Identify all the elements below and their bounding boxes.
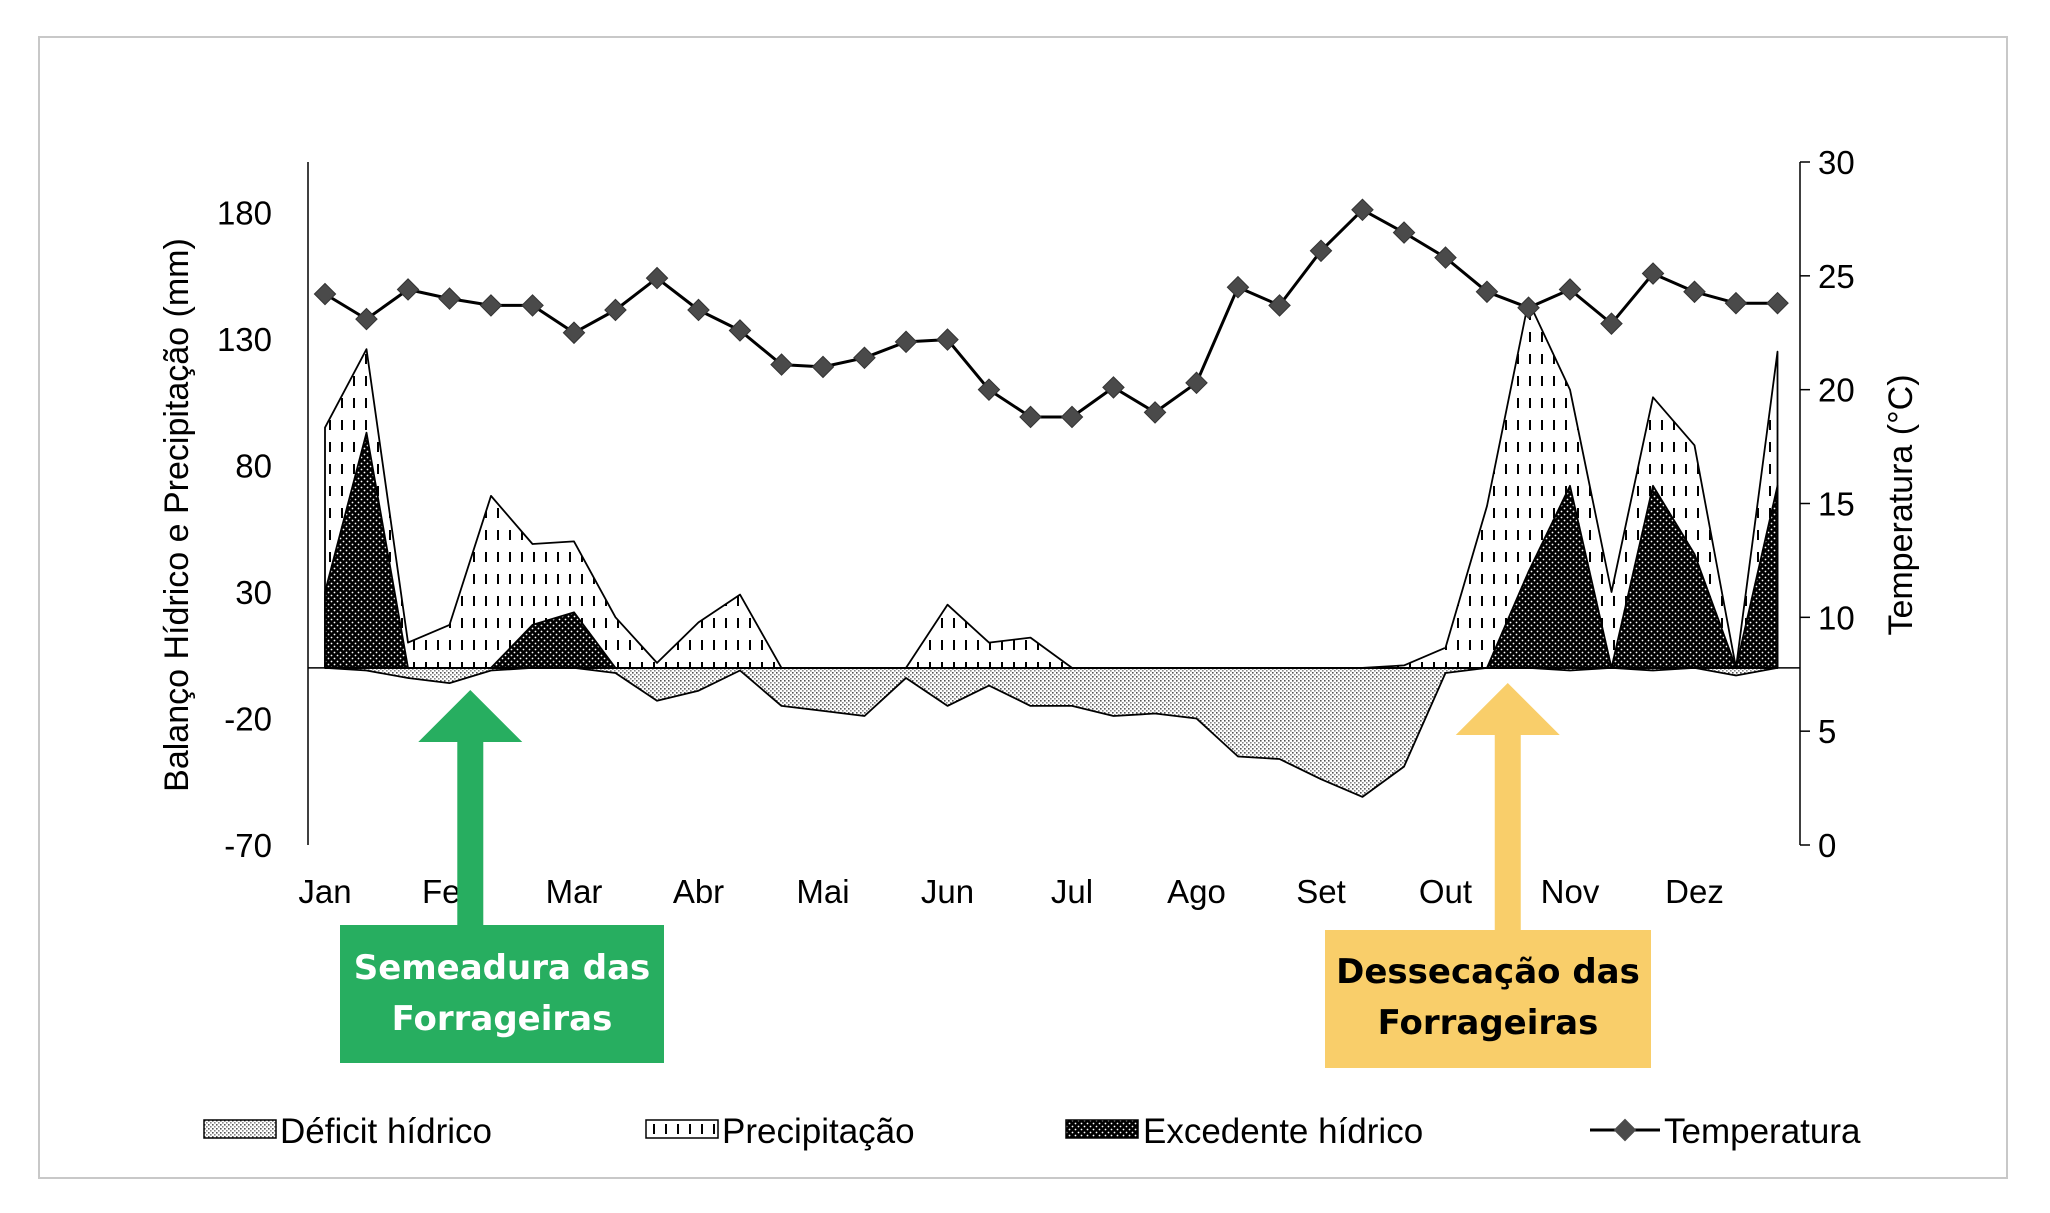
legend-marker-temperatura [1613, 1118, 1637, 1142]
right-tick-label: 25 [1818, 258, 1855, 295]
right-tick-labels: 30 25 20 15 10 5 0 [1818, 144, 1855, 864]
x-tick-label: Jul [1051, 873, 1093, 910]
temperature-marker [1683, 280, 1706, 304]
temperature-marker [1226, 275, 1250, 299]
dessecacao-arrow [1455, 683, 1560, 930]
x-tick-label: Abr [673, 873, 724, 910]
legend-label-excedente: Excedente hídrico [1143, 1112, 1423, 1151]
deficit-area [324, 667, 1779, 798]
temperature-marker [936, 328, 959, 351]
left-tick-label: 180 [217, 195, 272, 232]
semeadura-box [340, 925, 664, 1063]
temperature-marker [1434, 246, 1457, 269]
left-tick-label: -70 [224, 827, 272, 864]
temperature-marker [1558, 278, 1582, 301]
semeadura-annotation: Semeadura das Forrageiras [340, 690, 664, 1063]
dessecacao-label-line2: Forrageiras [1378, 1003, 1599, 1043]
right-tick-label: 20 [1818, 372, 1855, 409]
chart-frame [38, 36, 2008, 1179]
x-tick-label: Mai [796, 873, 849, 910]
temperature-marker [1268, 294, 1291, 317]
temperature-marker [1641, 262, 1665, 285]
right-tick-label: 0 [1818, 827, 1836, 864]
dessecacao-annotation: Dessecação das Forrageiras [1325, 683, 1651, 1068]
left-tick-label: 80 [235, 448, 272, 485]
right-tick-label: 5 [1818, 713, 1836, 750]
temperature-marker [1724, 291, 1748, 315]
left-tick-label: 30 [235, 574, 272, 611]
x-tick-label: Jan [298, 873, 351, 910]
temperature-marker [1351, 198, 1374, 222]
x-tick-label: Nov [1541, 873, 1600, 910]
x-tick-label: Set [1296, 873, 1346, 910]
temperature-marker [1475, 280, 1499, 304]
temperature-marker [977, 378, 1001, 401]
right-tick-label: 10 [1818, 599, 1855, 636]
temperature-marker [479, 294, 503, 317]
right-tick-label: 30 [1818, 144, 1855, 181]
x-tick-label: Dez [1665, 873, 1724, 910]
x-tick-label: Jun [921, 873, 974, 910]
temperature-marker [1102, 376, 1125, 399]
temperature-marker [313, 282, 337, 306]
right-axis-title: Temperatura (°C) [1882, 374, 1920, 635]
temperature-marker [1143, 401, 1167, 424]
temperature-marker [645, 266, 669, 290]
temperature-marker [1766, 291, 1789, 315]
temperature-marker [396, 278, 420, 301]
semeadura-label-line1: Semeadura das [354, 948, 651, 988]
area-series [324, 300, 1779, 798]
temperature-marker [894, 330, 918, 354]
semeadura-arrow [418, 690, 523, 925]
right-tick-label: 15 [1818, 486, 1855, 523]
legend: Déficit hídrico Precipitação Excedente h… [203, 1112, 1861, 1151]
temperature-marker [1019, 405, 1042, 429]
axes [307, 161, 1810, 846]
legend-label-deficit: Déficit hídrico [280, 1112, 492, 1151]
temperature-marker [687, 298, 710, 322]
dessecacao-label-line1: Dessecação das [1336, 952, 1640, 992]
temperature-marker [853, 346, 876, 370]
legend-swatch-excedente [1065, 1119, 1139, 1139]
temperature-marker [1185, 371, 1208, 395]
left-axis-title: Balanço Hídrico e Precipitação (mm) [158, 238, 196, 792]
temperature-series [313, 198, 1789, 429]
left-tick-label: 130 [217, 321, 272, 358]
left-tick-labels: 180 130 80 30 -20 -70 [217, 195, 272, 864]
temperature-marker [604, 298, 627, 322]
temperature-marker [1517, 296, 1540, 320]
temperature-marker [728, 319, 752, 342]
x-tick-labels: Jan Fev Mar Abr Mai Jun Jul Ago Set Out Nov Dez [298, 873, 1723, 910]
temperature-marker [811, 355, 835, 379]
temperature-marker [1060, 405, 1084, 429]
temperature-marker [521, 294, 544, 317]
legend-swatch-deficit [203, 1119, 277, 1139]
x-tick-label: Mar [546, 873, 603, 910]
legend-swatch-precipitacao [645, 1119, 719, 1139]
temperature-marker [355, 307, 378, 331]
temperature-marker [562, 321, 586, 345]
legend-label-precipitacao: Precipitação [722, 1112, 915, 1151]
x-tick-label: Ago [1167, 873, 1226, 910]
x-tick-label: Out [1419, 873, 1472, 910]
temperature-marker [1392, 221, 1416, 244]
temperature-marker [770, 353, 793, 376]
temperature-marker [438, 287, 461, 310]
dessecacao-box [1325, 930, 1651, 1068]
temperature-marker [1600, 312, 1623, 335]
legend-label-temperatura: Temperatura [1664, 1112, 1861, 1151]
semeadura-label-line2: Forrageiras [392, 999, 613, 1039]
temperature-marker [1309, 239, 1333, 263]
left-tick-label: -20 [224, 701, 272, 738]
